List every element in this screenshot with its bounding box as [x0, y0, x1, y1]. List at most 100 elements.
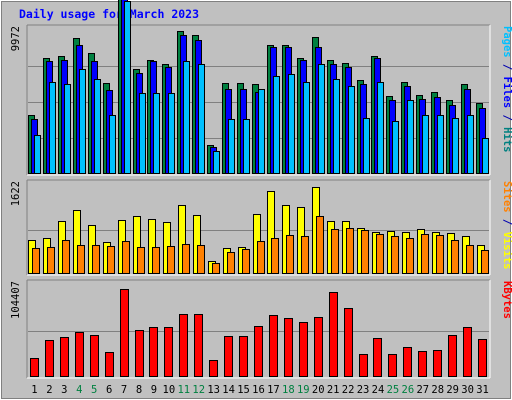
legend-part: Hits [501, 127, 512, 152]
bar-sites-day-11 [182, 244, 190, 274]
bar-pages-day-14 [228, 119, 235, 174]
bar-sites-day-20 [316, 216, 324, 274]
bar-sites-day-22 [346, 228, 354, 274]
x-tick-label-day-7: 7 [121, 384, 127, 396]
bars-hits-files-pages [28, 0, 489, 174]
max-value-label: 9972 [10, 26, 22, 51]
x-tick-label-day-31: 31 [476, 384, 489, 396]
x-tick-label-day-22: 22 [342, 384, 355, 396]
bar-pages-day-19 [303, 82, 310, 174]
x-tick-label-day-28: 28 [431, 384, 444, 396]
bar-pages-day-6 [109, 115, 116, 174]
x-tick-label-day-12: 12 [192, 384, 205, 396]
legend-part: / [501, 108, 512, 127]
bar-pages-day-20 [318, 64, 325, 174]
bar-pages-day-15 [243, 119, 250, 174]
series-legend-label: Pages / Files / Hits [501, 26, 512, 152]
bar-sites-day-7 [122, 241, 130, 274]
bar-sites-day-27 [421, 234, 429, 274]
x-tick-label-day-14: 14 [222, 384, 235, 396]
bar-kbytes-day-20 [314, 317, 323, 377]
bar-kbytes-day-22 [344, 308, 353, 377]
x-tick-label-day-6: 6 [106, 384, 112, 396]
x-tick-label-day-10: 10 [163, 384, 176, 396]
max-value-label: 104407 [10, 281, 22, 319]
x-tick-label-day-24: 24 [372, 384, 385, 396]
bar-sites-day-1 [32, 248, 40, 274]
bar-sites-day-26 [406, 238, 414, 274]
bar-pages-day-12 [198, 64, 205, 174]
x-tick-label-day-29: 29 [446, 384, 459, 396]
bar-sites-day-18 [286, 235, 294, 274]
bar-kbytes-day-15 [239, 336, 248, 377]
bar-sites-day-10 [167, 246, 175, 274]
bar-kbytes-day-24 [373, 338, 382, 377]
x-tick-label-day-16: 16 [252, 384, 265, 396]
panel-visits-sites: 1622 Sites / Visits [10, 179, 512, 276]
bar-pages-day-4 [79, 69, 86, 174]
bar-pages-day-5 [94, 79, 101, 174]
x-tick-label-day-15: 15 [237, 384, 250, 396]
x-tick-label-day-27: 27 [416, 384, 429, 396]
bar-pages-day-25 [392, 121, 399, 174]
bar-kbytes-day-7 [120, 289, 129, 377]
bar-pages-day-22 [348, 86, 355, 174]
bar-pages-day-7 [124, 1, 131, 174]
x-tick-label-day-9: 9 [151, 384, 157, 396]
bar-kbytes-day-3 [60, 337, 69, 377]
legend-part: Pages [501, 26, 512, 58]
max-value-label: 1622 [10, 181, 22, 206]
legend-part: KBytes [501, 281, 512, 319]
bar-sites-day-2 [47, 247, 55, 274]
bar-sites-day-9 [152, 247, 160, 274]
bar-pages-day-3 [64, 84, 71, 174]
x-tick-label-day-4: 4 [76, 384, 82, 396]
x-tick-label-day-26: 26 [402, 384, 415, 396]
bar-pages-day-1 [34, 135, 41, 174]
bar-sites-day-14 [227, 252, 235, 274]
bar-kbytes-day-18 [284, 318, 293, 377]
bar-kbytes-day-23 [359, 354, 368, 377]
bar-kbytes-day-26 [403, 347, 412, 377]
chart-panels: 9972 Pages / Files / Hits 1622 Sites / Visi… [10, 0, 512, 379]
bars-visits-sites [28, 187, 489, 274]
bar-kbytes-day-1 [30, 358, 39, 377]
bar-sites-day-30 [466, 245, 474, 274]
x-tick-label-day-23: 23 [357, 384, 370, 396]
x-tick-label-day-13: 13 [207, 384, 220, 396]
panel-hits-files-pages: 9972 Pages / Files / Hits [10, 0, 512, 176]
bar-sites-day-23 [361, 230, 369, 274]
bar-kbytes-day-17 [269, 315, 278, 377]
bar-kbytes-day-29 [448, 335, 457, 377]
bar-pages-day-13 [213, 151, 220, 174]
bar-kbytes-day-6 [105, 352, 114, 377]
bar-pages-day-24 [377, 82, 384, 174]
bar-kbytes-day-16 [254, 326, 263, 377]
bar-sites-day-8 [137, 247, 145, 274]
bar-sites-day-25 [391, 236, 399, 274]
x-tick-label-day-3: 3 [61, 384, 67, 396]
series-legend-label: Sites / Visits [501, 181, 512, 270]
bar-pages-day-23 [363, 118, 370, 174]
bars-kbytes [30, 289, 487, 377]
x-tick-label-day-8: 8 [136, 384, 142, 396]
x-tick-label-day-19: 19 [297, 384, 310, 396]
bar-pages-day-9 [153, 93, 160, 174]
x-axis-labels: 1 2 3 4 5 6 7 8 9 10 11 12 13 14 15 16 17 18 19 20 21 22 23 24 2… [31, 384, 489, 396]
x-tick-label-day-30: 30 [461, 384, 474, 396]
legend-part: Sites [501, 181, 512, 213]
x-tick-label-day-20: 20 [312, 384, 325, 396]
bar-pages-day-17 [273, 76, 280, 174]
x-tick-label-day-5: 5 [91, 384, 97, 396]
bar-pages-day-26 [407, 100, 414, 174]
bar-pages-day-8 [139, 93, 146, 174]
bar-pages-day-18 [288, 74, 295, 174]
x-tick-label-day-18: 18 [282, 384, 295, 396]
bar-pages-day-2 [49, 82, 56, 174]
x-tick-label-day-11: 11 [177, 384, 190, 396]
bar-pages-day-21 [333, 79, 340, 174]
x-tick-label-day-2: 2 [46, 384, 52, 396]
bar-pages-day-29 [452, 118, 459, 174]
bar-sites-day-24 [376, 234, 384, 274]
